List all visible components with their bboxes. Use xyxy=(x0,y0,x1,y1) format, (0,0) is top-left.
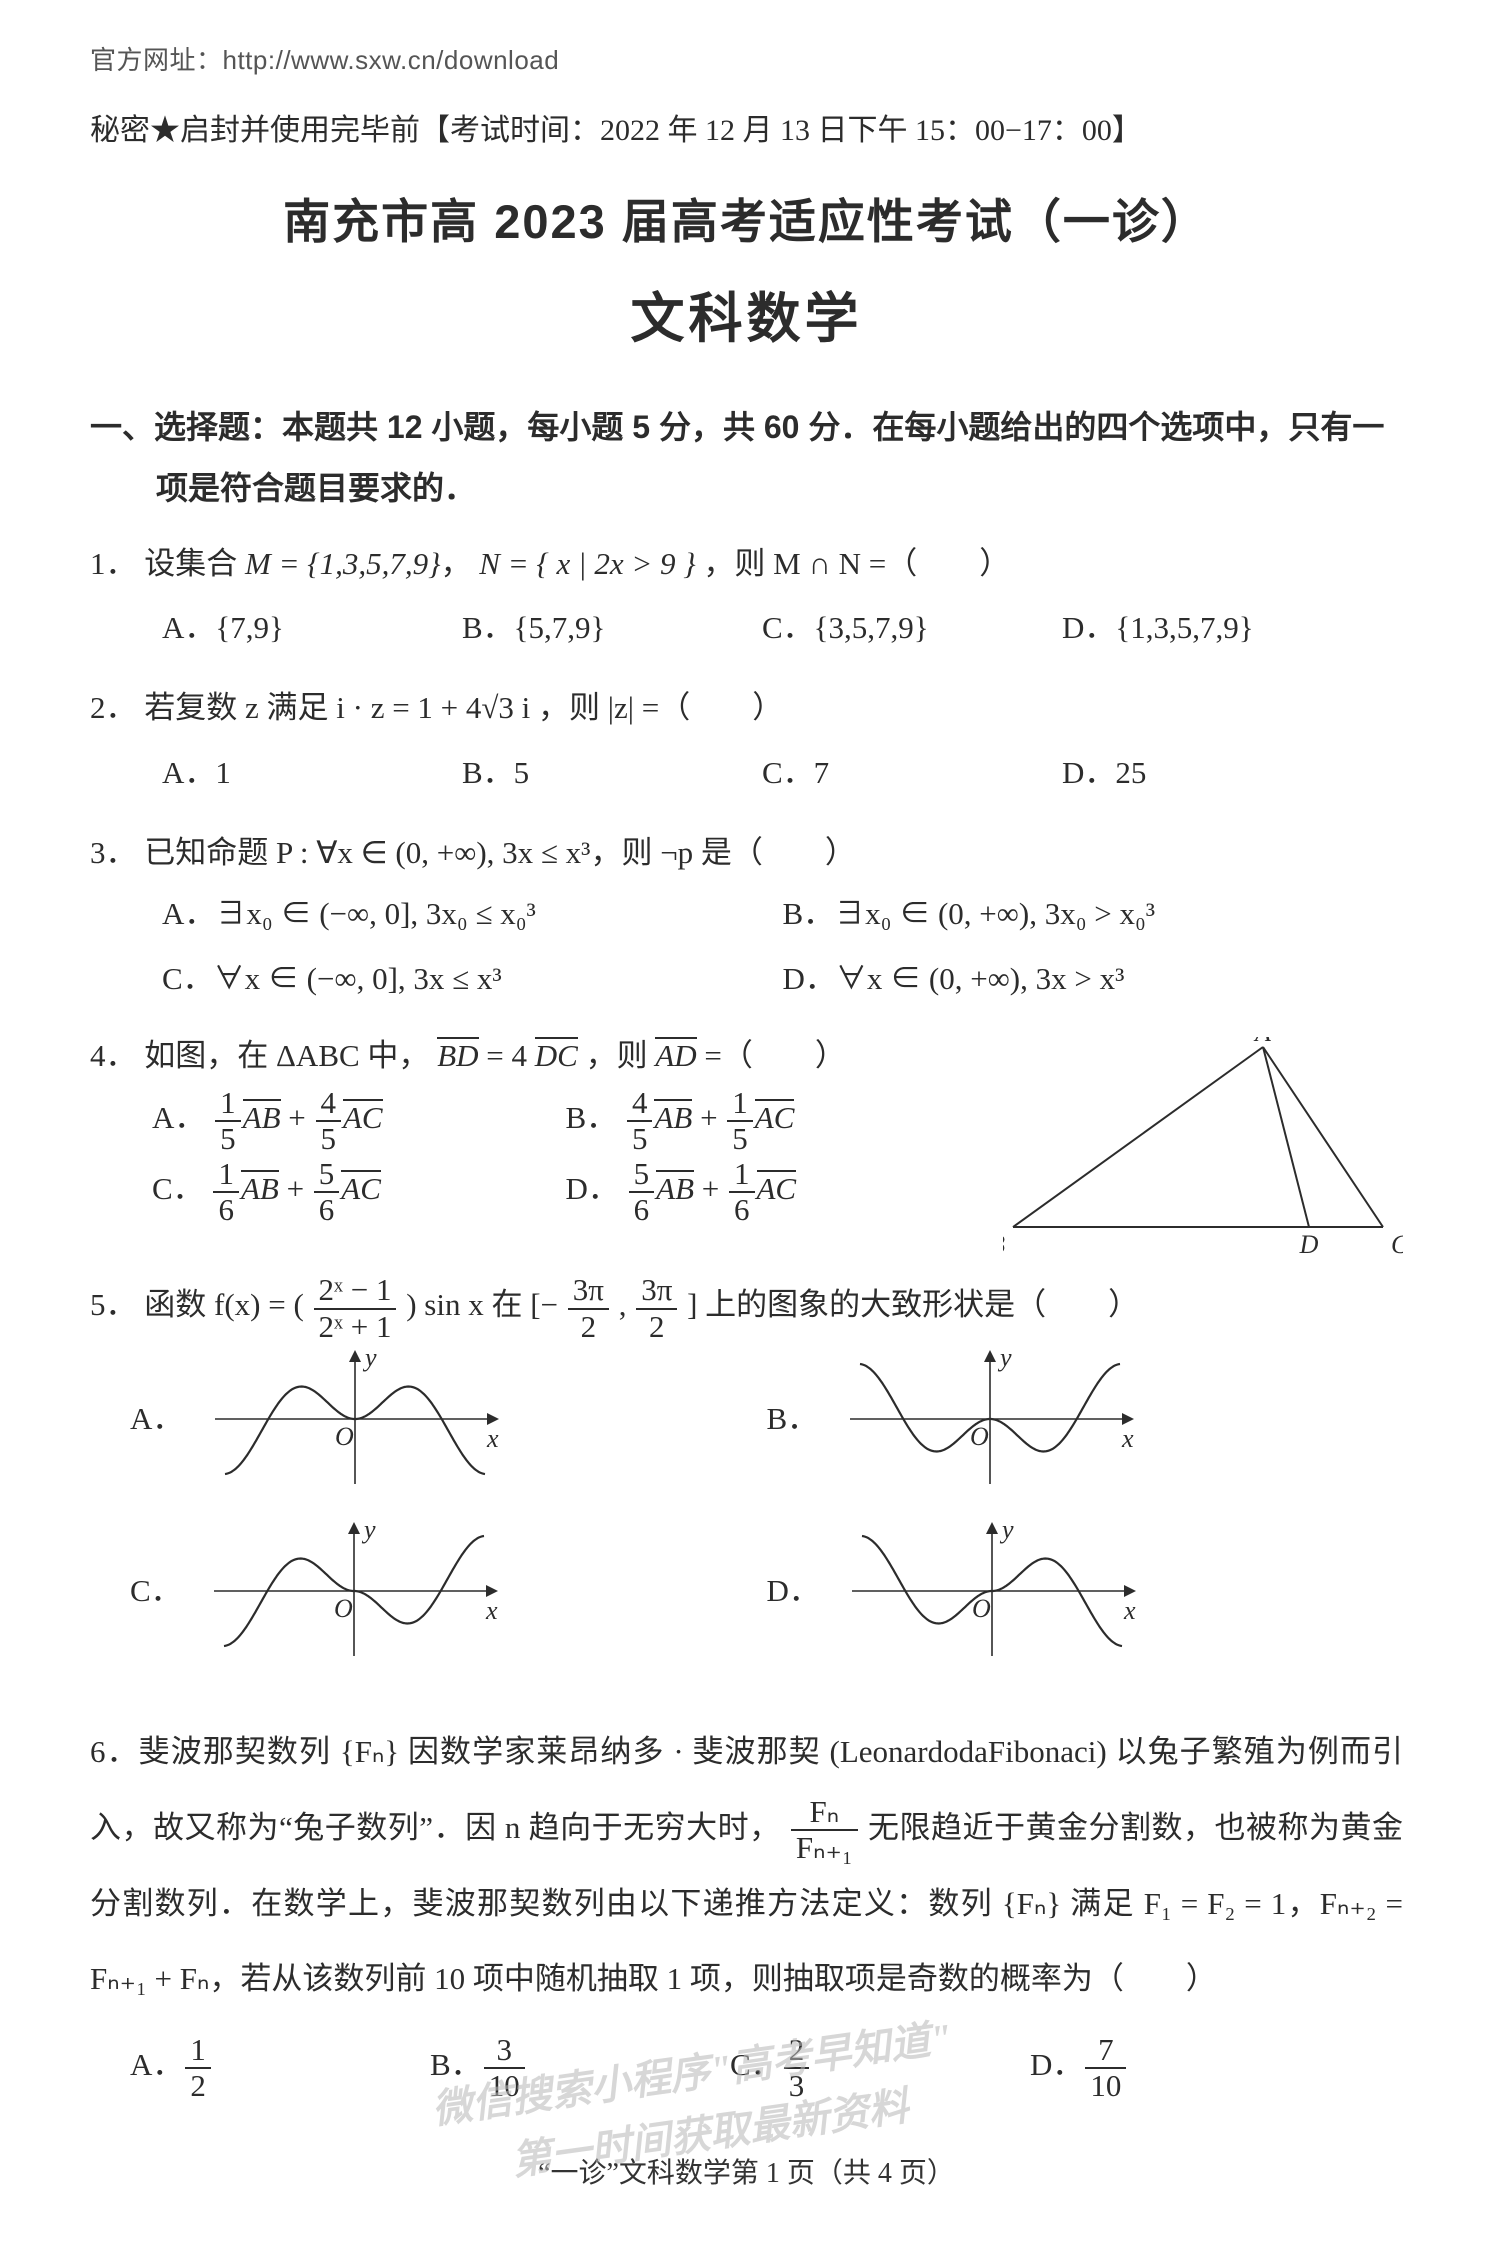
q4-option-C: C． 16AB + 56AC xyxy=(152,1156,566,1227)
q5-option-D: D． xyO xyxy=(767,1516,1404,1666)
q5-options: A． xyO B． xyO C． xyO D． xyO xyxy=(130,1344,1403,1688)
svg-text:x: x xyxy=(485,1596,498,1625)
q3-option-B: B．∃x₀ ∈ (0, +∞), 3x₀ > x₀³ xyxy=(783,881,1404,946)
q2-option-A: A．1 xyxy=(162,737,462,808)
q6-option-A: A．12 xyxy=(130,2029,430,2103)
q3-option-A: A．∃x₀ ∈ (−∞, 0], 3x₀ ≤ x₀³ xyxy=(162,881,783,946)
question-4: 4． 如图，在 ΔABC 中， BD = 4 DC ，则 AD =（ ） A． … xyxy=(90,1027,1403,1257)
svg-text:y: y xyxy=(362,1344,377,1372)
q5-option-A: A． xyO xyxy=(130,1344,767,1494)
q2-number: 2． xyxy=(90,690,137,725)
svg-text:y: y xyxy=(361,1516,376,1544)
q4-option-A: A． 15AB + 45AC xyxy=(152,1085,566,1156)
section1-heading-line2: 项是符合题目要求的． xyxy=(156,470,476,506)
q3-option-C: C．∀x ∈ (−∞, 0], 3x ≤ x³ xyxy=(162,946,783,1011)
header-url: 官方网址：http://www.sxw.cn/download xyxy=(90,40,1403,77)
q5-prompt-pre: 函数 f(x) = ( xyxy=(144,1288,304,1323)
q1-option-A: A．{7,9} xyxy=(162,592,462,663)
section1-heading: 一、选择题：本题共 12 小题，每小题 5 分，共 60 分．在每小题给出的四个… xyxy=(90,397,1403,519)
q1-set-M: M = {1,3,5,7,9} xyxy=(245,546,441,581)
q5-lim-left: 3π2 xyxy=(568,1273,609,1343)
graph-D: xyO xyxy=(842,1516,1142,1666)
question-6: 6．斐波那契数列 {Fₙ} 因数学家莱昂纳多 · 斐波那契 (Leonardod… xyxy=(90,1714,1403,2104)
svg-text:B: B xyxy=(1003,1230,1005,1257)
q5-frac-fn: 2ˣ − 12ˣ + 1 xyxy=(314,1273,397,1343)
q6-option-D: D．710 xyxy=(1030,2029,1330,2103)
q2-option-B: B．5 xyxy=(462,737,762,808)
question-3: 3． 已知命题 P : ∀x ∈ (0, +∞), 3x ≤ x³，则 ¬p 是… xyxy=(90,824,1403,1012)
svg-text:x: x xyxy=(486,1424,499,1453)
q4-options: A． 15AB + 45AC B． 45AB + 15AC C． 16AB + … xyxy=(152,1085,979,1227)
q3-text: 已知命题 P : ∀x ∈ (0, +∞), 3x ≤ x³，则 ¬p 是（ ） xyxy=(144,835,856,870)
exam-title-line1: 南充市高 2023 届高考适应性考试（一诊） xyxy=(90,183,1403,252)
q5-prompt-post: ] 上的图象的大致形状是（ ） xyxy=(687,1288,1139,1323)
q4-number: 4． xyxy=(90,1038,137,1073)
q1-option-B: B．{5,7,9} xyxy=(462,592,762,663)
q5-option-B: B． xyO xyxy=(767,1344,1404,1494)
q6-option-C: C．23 xyxy=(730,2029,1030,2103)
question-5: 5． 函数 f(x) = ( 2ˣ − 12ˣ + 1 ) sin x 在 [−… xyxy=(90,1273,1403,1687)
q2-option-D: D．25 xyxy=(1062,737,1362,808)
graph-B: xyO xyxy=(840,1344,1140,1494)
q2-option-C: C．7 xyxy=(762,737,1062,808)
section1-heading-line1: 一、选择题：本题共 12 小题，每小题 5 分，共 60 分．在每小题给出的四个… xyxy=(90,409,1384,445)
q1-number: 1． xyxy=(90,546,137,581)
q6-number: 6． xyxy=(90,1734,139,1769)
q1-option-D: D．{1,3,5,7,9} xyxy=(1062,592,1362,663)
svg-text:C: C xyxy=(1391,1230,1403,1257)
exam-title-line2: 文科数学 xyxy=(90,274,1403,353)
exam-page: 官方网址：http://www.sxw.cn/download 秘密★启封并使用… xyxy=(0,0,1493,2251)
q4-bdeq: = 4 xyxy=(486,1038,527,1073)
vec-AD: AD xyxy=(655,1037,696,1071)
confidential-line: 秘密★启封并使用完毕前【考试时间：2022 年 12 月 13 日下午 15：0… xyxy=(90,105,1403,149)
q5-number: 5． xyxy=(90,1288,137,1323)
question-1: 1． 设集合 M = {1,3,5,7,9}， N = { x | 2x > 9… xyxy=(90,535,1403,664)
q5-prompt-mid2: , xyxy=(619,1288,635,1323)
vec-BD: BD xyxy=(437,1037,478,1071)
q3-option-D: D．∀x ∈ (0, +∞), 3x > x³ xyxy=(783,946,1404,1011)
page-footer: “一诊”文科数学第 1 页（共 4 页） xyxy=(90,2151,1403,2191)
q2-text: 若复数 z 满足 i · z = 1 + 4√3 i ，则 |z| =（ ） xyxy=(144,690,783,725)
q3-options: A．∃x₀ ∈ (−∞, 0], 3x₀ ≤ x₀³ B．∃x₀ ∈ (0, +… xyxy=(162,881,1403,1011)
svg-text:x: x xyxy=(1123,1596,1136,1625)
q4-figure: A B C D xyxy=(1003,1027,1403,1257)
q4-content: 4． 如图，在 ΔABC 中， BD = 4 DC ，则 AD =（ ） A． … xyxy=(90,1027,979,1226)
q1-set-N: N = { x | 2x > 9 } xyxy=(479,546,695,581)
q6-options: A．12 B．310 C．23 D．710 xyxy=(130,2029,1403,2103)
q5-option-C: C． xyO xyxy=(130,1516,767,1666)
q4-option-B: B． 45AB + 15AC xyxy=(566,1085,980,1156)
q6-option-B: B．310 xyxy=(430,2029,730,2103)
svg-text:D: D xyxy=(1299,1230,1319,1257)
graph-A: x y O xyxy=(205,1344,505,1494)
q6-ratio: FₙFₙ₊₁ xyxy=(791,1795,858,1865)
q5-lim-right: 3π2 xyxy=(636,1273,677,1343)
q2-options: A．1 B．5 C．7 D．25 xyxy=(162,737,1403,808)
svg-text:y: y xyxy=(997,1344,1012,1372)
svg-text:O: O xyxy=(335,1422,354,1451)
q1-text-pre: 设集合 xyxy=(144,546,245,581)
q4-suffix: ，则 xyxy=(586,1038,656,1073)
svg-text:y: y xyxy=(999,1516,1014,1544)
q4-prompt: 如图，在 ΔABC 中， xyxy=(144,1038,429,1073)
q5-prompt-mid: ) sin x 在 [− xyxy=(406,1288,558,1323)
vec-DC: DC xyxy=(535,1037,578,1071)
triangle-diagram: A B C D xyxy=(1003,1037,1403,1257)
q4-option-D: D． 56AB + 16AC xyxy=(566,1156,980,1227)
svg-text:O: O xyxy=(334,1594,353,1623)
svg-text:A: A xyxy=(1253,1037,1271,1047)
q1-option-C: C．{3,5,7,9} xyxy=(762,592,1062,663)
q1-text-post: ，则 M ∩ N =（ ） xyxy=(703,546,1010,581)
q3-number: 3． xyxy=(90,835,137,870)
question-2: 2． 若复数 z 满足 i · z = 1 + 4√3 i ，则 |z| =（ … xyxy=(90,679,1403,808)
q4-eqtail: =（ ） xyxy=(704,1038,845,1073)
graph-C: x y O xyxy=(204,1516,504,1666)
q1-options: A．{7,9} B．{5,7,9} C．{3,5,7,9} D．{1,3,5,7… xyxy=(162,592,1403,663)
svg-text:x: x xyxy=(1121,1424,1134,1453)
